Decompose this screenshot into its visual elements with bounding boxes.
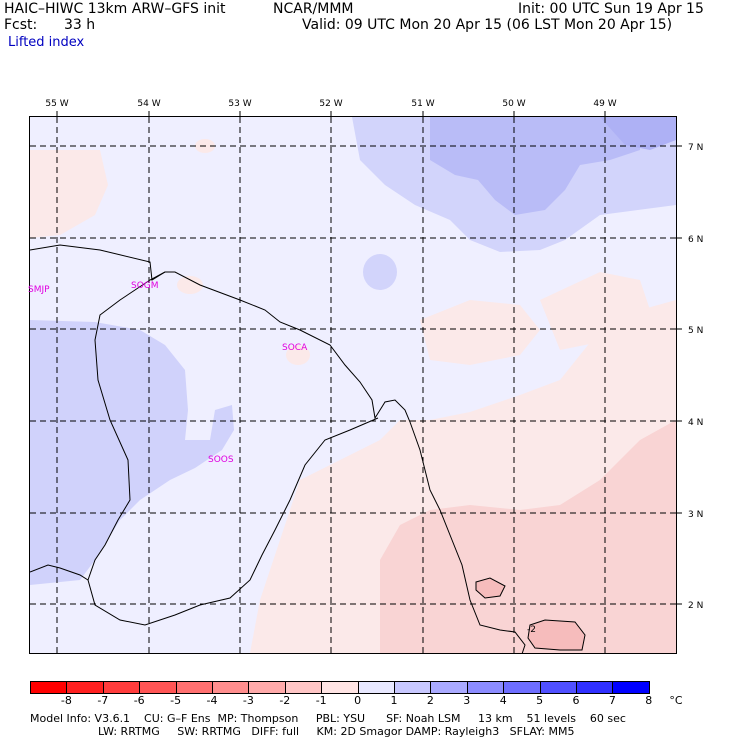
colorbar-swatch [30,681,68,694]
graticule [30,117,676,653]
init-time: Init: 00 UTC Sun 19 Apr 15 [518,1,704,17]
colorbar-swatch [139,681,177,694]
colorbar-swatch [612,681,650,694]
shaded-field [30,117,676,653]
colorbar-tick-label: -5 [170,694,182,707]
colorbar-swatch [175,681,213,694]
colorbar-swatch [466,681,505,694]
lon-label: 51 W [411,99,434,109]
colorbar-tick-label: -8 [60,694,72,707]
colorbar-tick-label: -1 [315,694,327,707]
colorbar-tick-label: 5 [536,694,544,707]
lat-label: 7 N [688,143,703,153]
colorbar-swatch [357,681,395,694]
lon-label: 52 W [319,99,342,109]
colorbar-swatch [66,681,104,694]
org-label: NCAR/MMM [273,1,354,17]
model-info-line: Model Info: V3.6.1 CU: G–F Ens MP: Thomp… [30,712,626,725]
map-frame [29,116,677,654]
colorbar-swatch [503,681,541,694]
model-title: HAIC–HIWC 13km ARW–GFS init [4,1,226,17]
colorbar-swatch [102,681,141,694]
colorbar-swatch [576,681,614,694]
coastline [30,244,526,653]
colorbar-tick-label: -2 [279,694,291,707]
colorbar-unit: °C [669,694,683,707]
colorbar-tick-label: 1 [390,694,398,707]
station-label: SOGM [131,281,159,291]
colorbar-tick-label: 8 [645,694,653,707]
lon-label: 53 W [228,99,251,109]
colorbar-tick-label: -6 [133,694,145,707]
station-label: SMJP [28,285,50,295]
field-name: Lifted index [8,35,85,50]
lon-label: 50 W [502,99,525,109]
lon-label: 49 W [593,99,616,109]
lon-label: 55 W [45,99,68,109]
colorbar-swatch [394,681,432,694]
colorbar-swatch [212,681,250,694]
colorbar-tick-label: -7 [97,694,109,707]
colorbar-tick-label: 7 [608,694,616,707]
colorbar-swatch [430,681,468,694]
colorbar-swatch [284,681,323,694]
station-label: SOOS [208,455,234,465]
colorbar-tick-label: -3 [242,694,254,707]
forecast-label: Fcst: [4,17,38,33]
physics-info-line: LW: RRTMG SW: RRTMG DIFF: full KM: 2D Sm… [98,725,575,738]
lat-label: 4 N [688,418,703,428]
lat-label: 3 N [688,510,703,520]
colorbar-tick-label: 6 [572,694,580,707]
colorbar-tick-label: -4 [206,694,218,707]
colorbar-tick-label: 2 [426,694,434,707]
forecast-hour: 33 h [64,17,96,33]
station-label: SOCA [282,343,308,353]
contour-label: -2 [527,625,536,635]
colorbar-tick-label: 3 [463,694,471,707]
lat-label: 5 N [688,326,703,336]
colorbar-swatch [539,681,577,694]
colorbar-swatch [248,681,286,694]
lat-label: 2 N [688,601,703,611]
colorbar-swatch [321,681,359,694]
tick-marks [56,111,682,605]
lat-label: 6 N [688,235,703,245]
colorbar-tick-label: 4 [499,694,507,707]
colorbar-tick-label: 0 [354,694,362,707]
valid-time: Valid: 09 UTC Mon 20 Apr 15 (06 LST Mon … [302,17,673,33]
lon-label: 54 W [137,99,160,109]
